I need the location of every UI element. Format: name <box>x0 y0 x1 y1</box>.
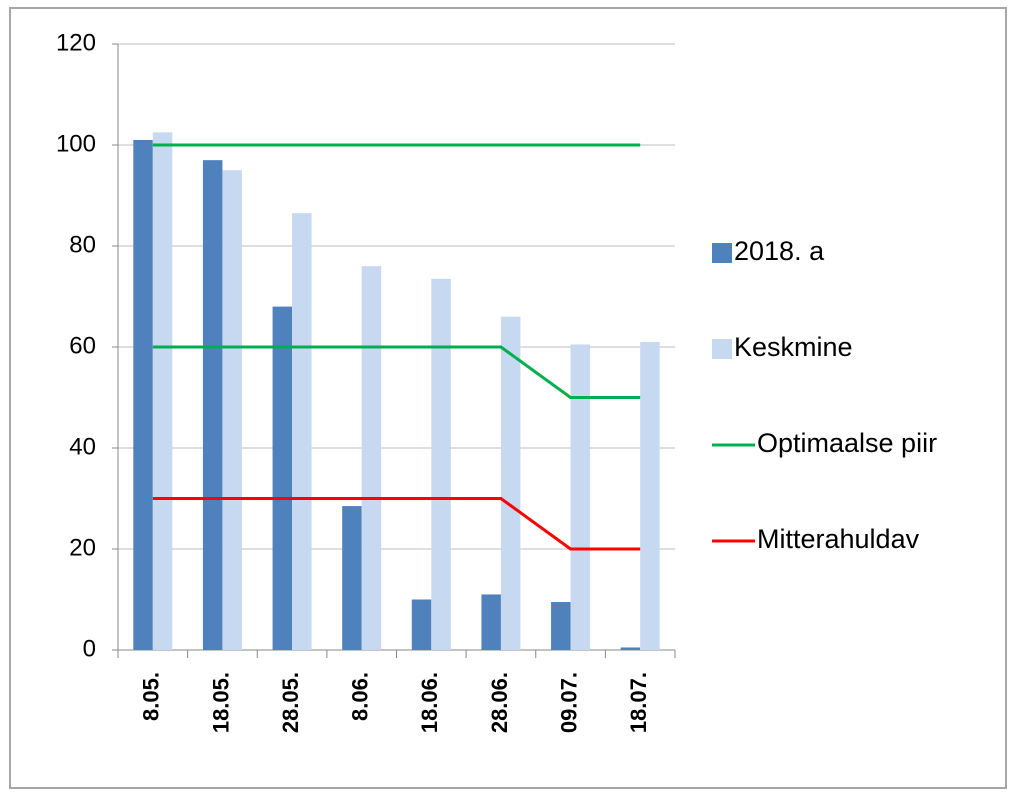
legend-swatch <box>712 339 732 359</box>
y-tick-label: 120 <box>56 29 96 56</box>
bar <box>152 132 173 650</box>
y-tick-label: 20 <box>69 534 96 561</box>
legend-swatch <box>712 243 732 263</box>
y-tick-label: 100 <box>56 130 96 157</box>
bar <box>133 139 153 650</box>
bar <box>202 160 223 650</box>
bar <box>361 266 382 650</box>
bar <box>222 170 242 650</box>
legend-label: Optimaalse piir <box>757 428 937 458</box>
y-tick-label: 40 <box>69 433 96 460</box>
x-tick-label: 28.05. <box>278 672 303 733</box>
y-tick-label: 60 <box>69 332 96 359</box>
x-tick-label: 28.06. <box>487 672 512 733</box>
legend-label: Mitterahuldav <box>757 524 920 554</box>
bar <box>431 278 451 650</box>
bar <box>640 341 660 650</box>
y-tick-label: 80 <box>69 231 96 258</box>
bar <box>551 602 571 650</box>
bar <box>272 306 293 650</box>
bar <box>500 316 521 650</box>
bar <box>411 599 432 650</box>
x-tick-label: 18.05. <box>208 672 233 733</box>
legend-label: Keskmine <box>734 332 853 362</box>
line <box>152 345 641 399</box>
y-tick-label: 0 <box>83 635 96 662</box>
bar <box>570 344 591 650</box>
x-tick-label: 8.05. <box>139 672 164 721</box>
x-tick-label: 09.07. <box>556 672 581 733</box>
bar <box>342 506 362 650</box>
bar <box>292 213 312 651</box>
x-tick-label: 18.06. <box>417 672 442 733</box>
bar <box>620 647 641 650</box>
x-tick-label: 18.07. <box>626 672 651 733</box>
x-tick-label: 8.06. <box>348 672 373 721</box>
legend-label: 2018. a <box>734 236 825 266</box>
bar <box>481 594 501 650</box>
line <box>152 497 641 551</box>
